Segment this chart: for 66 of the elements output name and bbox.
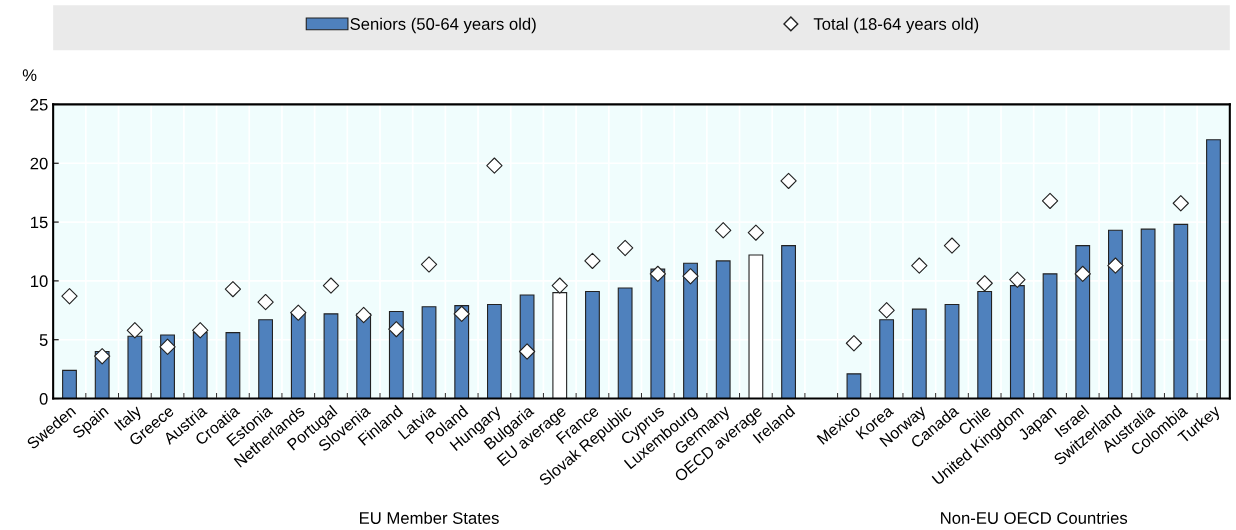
bar	[1108, 229, 1123, 399]
bar	[1173, 223, 1189, 399]
point	[1107, 257, 1124, 274]
point	[1074, 265, 1091, 283]
point	[94, 348, 111, 365]
point	[224, 280, 242, 298]
y-tick-label: 0	[39, 392, 48, 405]
y-tick-label: 10	[31, 275, 48, 288]
bar	[258, 319, 274, 399]
bar	[911, 308, 927, 399]
bar	[846, 373, 862, 399]
bar	[421, 306, 437, 399]
bar	[683, 262, 698, 399]
bar	[1042, 273, 1058, 399]
point	[747, 224, 765, 241]
point	[355, 306, 372, 324]
text: EU Member States	[360, 511, 499, 524]
point	[61, 288, 78, 305]
point	[682, 268, 699, 285]
bar	[1140, 228, 1156, 399]
legend-label: Total (18-64 years old)	[813, 17, 979, 34]
text: Non-EU OECD Countries	[941, 511, 1128, 524]
point	[388, 320, 405, 338]
bar	[486, 303, 502, 399]
point	[780, 172, 797, 190]
point	[878, 302, 895, 319]
point	[649, 265, 666, 283]
point	[486, 157, 503, 174]
bar	[519, 294, 535, 399]
point	[159, 338, 176, 355]
point	[943, 237, 961, 254]
legend-label: Seniors (50-64 years old)	[350, 17, 536, 34]
point	[322, 277, 340, 294]
point	[976, 275, 993, 292]
bar	[781, 245, 796, 399]
bar	[617, 287, 633, 399]
y-tick-label: 5	[39, 334, 48, 346]
y-tick-label: 25	[30, 98, 48, 111]
point	[453, 305, 470, 323]
bar	[585, 290, 600, 399]
bar	[323, 313, 339, 399]
point	[420, 256, 438, 273]
point	[616, 239, 634, 257]
point	[1009, 271, 1026, 288]
point	[518, 343, 536, 360]
point	[551, 277, 568, 294]
bar	[62, 369, 77, 399]
point	[1041, 192, 1059, 210]
bar	[944, 303, 960, 399]
bar	[715, 260, 731, 399]
bar	[1206, 139, 1221, 399]
bar	[1075, 245, 1091, 399]
point	[845, 335, 863, 352]
point	[257, 293, 274, 311]
y-axis-title: %	[22, 69, 37, 81]
y-tick-label: 15	[31, 216, 48, 229]
point	[1172, 195, 1189, 212]
y-tick-label: 20	[30, 157, 48, 170]
bar	[225, 332, 241, 399]
point	[715, 222, 732, 239]
point	[126, 322, 144, 339]
bar	[650, 268, 666, 399]
point	[911, 257, 928, 274]
point	[290, 304, 307, 321]
point	[192, 322, 209, 339]
point	[584, 252, 601, 270]
